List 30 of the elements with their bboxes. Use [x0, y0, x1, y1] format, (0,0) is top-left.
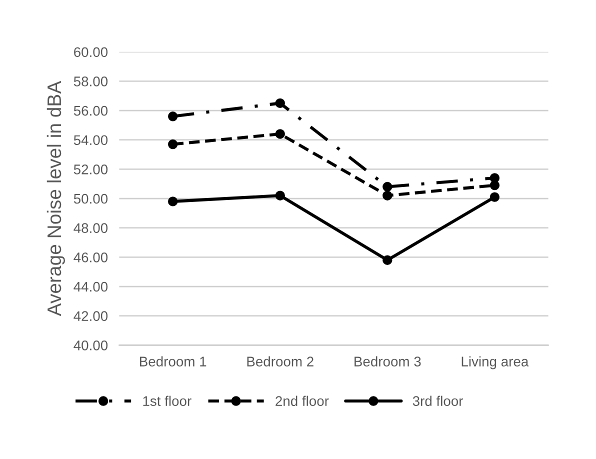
point: [382, 255, 392, 265]
y-tick-label: 56.00: [74, 106, 108, 116]
point: [382, 182, 392, 192]
y-tick-label: 44.00: [74, 282, 108, 292]
y-tick-label: 42.00: [74, 311, 108, 322]
y-tick-label: 48.00: [74, 223, 108, 234]
y-tick-label: 52.00: [74, 164, 108, 174]
x-tick-label: Bedroom 1: [140, 356, 206, 366]
point: [382, 190, 392, 200]
x-tick-label: Bedroom 2: [247, 356, 314, 366]
y-tick-label: 60.00: [74, 47, 108, 58]
x-tick-label: Bedroom 3: [354, 356, 421, 366]
point: [168, 112, 178, 122]
point: [490, 180, 500, 190]
y-tick-label: 50.00: [74, 194, 108, 204]
x-tick-label: Living area: [462, 356, 529, 370]
point: [168, 139, 178, 150]
y-tick-label: 40.00: [74, 340, 108, 350]
legend-label: 1st floor: [143, 396, 192, 406]
y-tick-label: 54.00: [74, 135, 108, 146]
point: [490, 192, 500, 202]
legend-label: 2nd floor: [276, 396, 329, 406]
point: [275, 98, 285, 108]
point: [275, 190, 285, 200]
y-axis-title: Average Noise level in dBA: [46, 80, 66, 316]
y-tick-label: 58.00: [74, 76, 108, 86]
point: [275, 129, 285, 139]
legend-label: 3rd floor: [412, 396, 464, 406]
y-tick-label: 46.00: [74, 252, 108, 262]
point: [168, 196, 178, 206]
